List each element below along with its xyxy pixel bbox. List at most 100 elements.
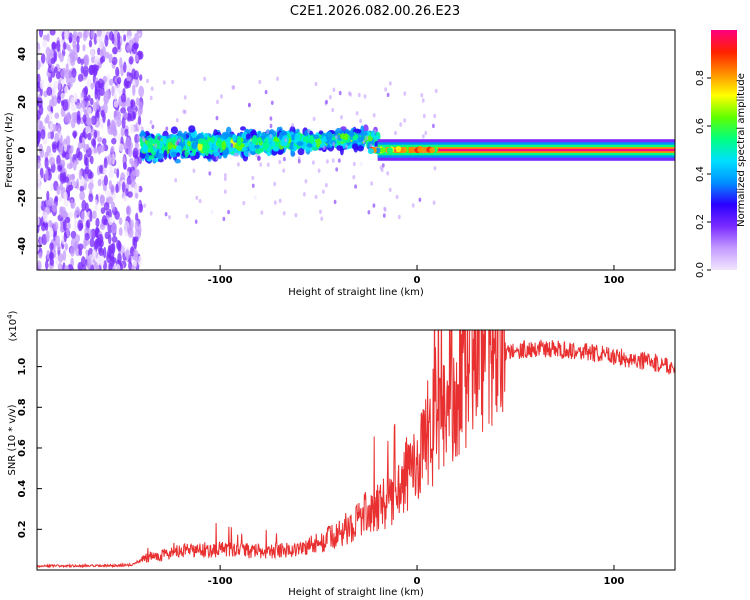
heat-cell [387, 147, 393, 154]
heat-cell [61, 31, 65, 40]
heat-cell [131, 43, 138, 55]
heat-cell [331, 158, 335, 163]
heat-cell [157, 153, 164, 160]
heat-cell [162, 80, 166, 85]
heat-cell [64, 85, 69, 94]
heat-cell [187, 140, 191, 147]
heat-cell [118, 217, 123, 226]
heat-cell [373, 135, 380, 141]
heat-cell [49, 30, 56, 36]
heat-cell [73, 210, 78, 219]
heat-cell [90, 82, 94, 90]
heat-cell [198, 198, 202, 204]
heat-cell [276, 76, 279, 82]
heat-cell [37, 241, 40, 252]
heat-cell [210, 210, 214, 215]
heat-cell [79, 185, 85, 193]
heat-cell [104, 34, 109, 47]
heat-cell [384, 87, 388, 92]
heat-cell [132, 84, 136, 97]
heat-cell [216, 99, 219, 105]
heat-cell [37, 173, 42, 184]
heat-cell [136, 30, 142, 35]
heat-cell [220, 94, 223, 99]
heat-cell [135, 192, 139, 199]
heat-cell [386, 92, 390, 98]
heat-cell [149, 95, 153, 101]
heat-cell [45, 260, 49, 270]
y-tick-label: 0.6 [17, 439, 28, 457]
heat-cell [141, 135, 145, 141]
heat-cell [66, 227, 70, 238]
x-tick-label: 0 [414, 576, 421, 587]
heat-cell [49, 258, 54, 266]
heat-cell [65, 135, 71, 147]
heat-cell [110, 145, 115, 154]
heat-cell [109, 163, 113, 173]
heat-cell [70, 55, 76, 67]
heat-cell [325, 99, 328, 105]
heat-cell [143, 203, 147, 208]
heat-cell [411, 203, 415, 208]
heat-cell [116, 168, 120, 179]
heat-cell [113, 168, 117, 175]
heat-cell [270, 140, 276, 147]
heat-cell [103, 202, 110, 211]
heat-cell [318, 130, 324, 135]
heat-cell [86, 257, 92, 269]
heat-cell [55, 71, 61, 80]
heat-cell [195, 195, 199, 200]
heat-cell [227, 209, 231, 215]
heat-cell [270, 100, 274, 106]
heat-cell [77, 151, 83, 161]
heat-cell [167, 138, 175, 143]
heat-cell [118, 227, 123, 237]
colorbar-tick-label: 0.8 [695, 70, 706, 86]
heat-cell [73, 131, 77, 139]
heat-cell [403, 91, 407, 96]
heat-cell [49, 252, 55, 260]
heat-cell [90, 49, 95, 58]
heat-cell [135, 54, 139, 62]
heat-cell [91, 249, 97, 260]
heat-cell [128, 56, 134, 65]
heat-cell [59, 53, 64, 63]
y-unit-label: (x104) [6, 310, 19, 341]
heat-cell [37, 200, 42, 208]
heat-cell [260, 210, 264, 215]
heat-cell [240, 143, 245, 148]
heat-cell [40, 200, 46, 212]
heat-cell [223, 189, 227, 194]
heat-cell [100, 109, 105, 118]
heat-cell [112, 128, 118, 137]
heat-cell [221, 131, 229, 140]
heat-cell [422, 113, 426, 119]
y-axis-label: SNR (10 * v/v) [7, 404, 18, 475]
heat-cell [48, 220, 53, 228]
spectrogram-heatmap [37, 30, 675, 270]
heat-cell [55, 40, 61, 52]
heat-cell [113, 92, 118, 100]
heat-cell [221, 140, 227, 151]
heat-cell [432, 200, 436, 205]
heat-cell [84, 166, 89, 175]
heat-cell [138, 85, 145, 98]
heat-cell [149, 211, 153, 216]
heat-cell [37, 224, 40, 234]
heat-cell [68, 32, 73, 43]
heat-cell [115, 66, 120, 77]
colorbar: 0.0 0.2 0.4 0.6 0.8 Normalized spectral ampli… [695, 30, 747, 278]
heat-cell [130, 99, 136, 108]
heat-cell [325, 183, 328, 188]
heat-cell [46, 33, 50, 43]
heat-cell [365, 135, 369, 141]
heat-cell [37, 133, 41, 145]
heat-cell [123, 195, 128, 202]
heat-cell [120, 126, 125, 137]
heat-cell [312, 116, 316, 122]
heat-cell [111, 33, 115, 45]
heat-cell [80, 58, 84, 66]
heat-cell [202, 141, 209, 152]
heat-cell [90, 155, 94, 165]
colorbar-tick-label: 0.0 [695, 262, 706, 278]
